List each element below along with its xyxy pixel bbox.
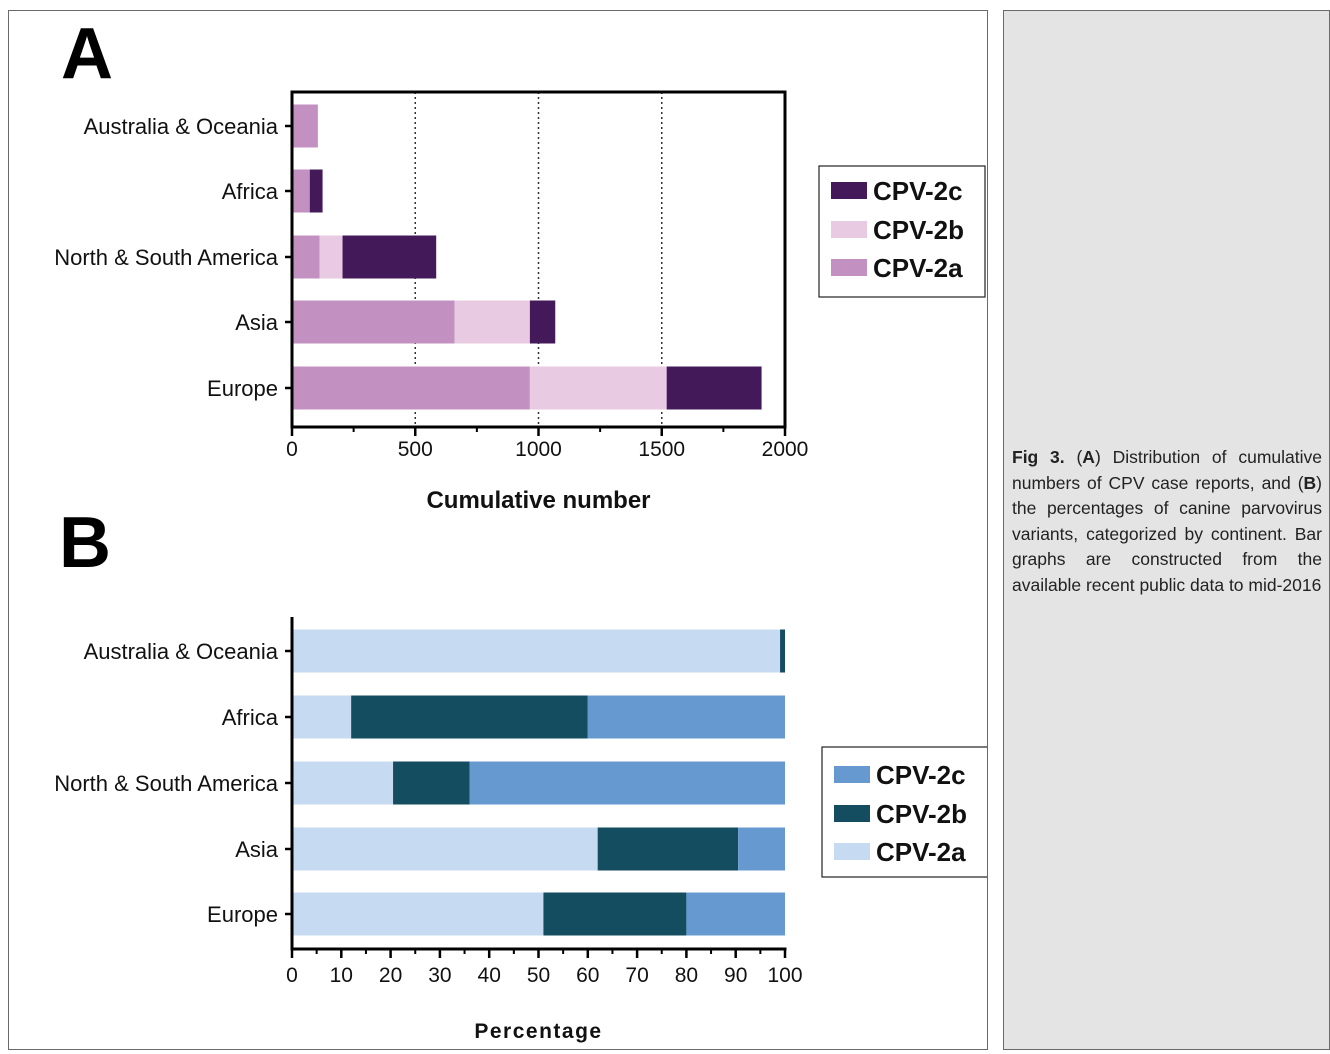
category-label: North & South America [54, 245, 279, 270]
x-axis-label: Percentage [474, 1020, 602, 1043]
bar-cpv-2b-north-south-america [319, 235, 343, 279]
x-tick-label: 30 [428, 964, 451, 987]
bar-cpv-2b-asia [454, 300, 530, 344]
legend-label: CPV-2c [873, 176, 963, 206]
bar-cpv-2a-asia [292, 827, 598, 871]
bar-cpv-2a-europe [292, 892, 544, 936]
category-label: Asia [235, 310, 279, 335]
bar-cpv-2c-africa [587, 695, 785, 739]
x-tick-label: 60 [576, 964, 599, 987]
bar-cpv-2b-africa [351, 695, 588, 739]
bar-cpv-2a-africa [292, 169, 310, 213]
legend-label: CPV-2a [873, 253, 963, 283]
panel-label: A [61, 14, 113, 94]
legend-label: CPV-2a [876, 837, 966, 867]
bar-cpv-2c-europe [686, 892, 785, 936]
bar-cpv-2a-europe [292, 366, 530, 410]
x-tick-label: 0 [286, 438, 298, 461]
x-tick-label: 100 [767, 964, 802, 987]
figure-panel: A Australia & Oceania Africa North & South … [8, 10, 989, 1050]
caption-text-part: ( [1064, 447, 1083, 467]
legend-swatch [834, 766, 870, 783]
bar-cpv-2c-north-south-america [342, 235, 437, 279]
x-tick-label: 20 [379, 964, 402, 987]
legend-swatch [831, 221, 867, 238]
caption-panel-b-ref: B [1303, 472, 1317, 493]
legend-label: CPV-2b [873, 215, 964, 245]
bar-cpv-2c-asia [738, 827, 785, 871]
caption-panel: Fig 3. (A) Distribution of cumulative nu… [1003, 10, 1330, 1050]
x-tick-label: 0 [286, 964, 298, 987]
bar-cpv-2a-australia-oceania [292, 104, 318, 148]
caption-text-part: ) the percentages of canine parvovirus v… [1012, 472, 1322, 595]
bar-cpv-2b-europe [543, 892, 687, 936]
legend-swatch [831, 182, 867, 199]
caption-text-part: ) Distribution of cumulative numbers of … [1012, 447, 1322, 493]
bar-cpv-2a-north-south-america [292, 235, 320, 279]
bar-cpv-2c-africa [309, 169, 323, 213]
x-tick-label: 80 [675, 964, 698, 987]
x-tick-label: 50 [527, 964, 550, 987]
caption-figure-label: Fig 3. [1012, 447, 1065, 467]
category-label: Australia & Oceania [84, 639, 279, 664]
legend-label: CPV-2b [876, 799, 967, 829]
figure-caption: Fig 3. (A) Distribution of cumulative nu… [1012, 445, 1322, 599]
legend-swatch [831, 259, 867, 276]
bar-cpv-2a-africa [292, 695, 352, 739]
x-axis-label: Cumulative number [426, 487, 650, 514]
legend-label: CPV-2c [876, 760, 966, 790]
panel-label: B [59, 503, 111, 583]
x-tick-label: 1500 [638, 438, 685, 461]
category-label: North & South America [54, 771, 279, 796]
bar-cpv-2c-north-south-america [469, 761, 785, 805]
category-label: Europe [207, 376, 278, 401]
bar-cpv-2b-north-south-america [393, 761, 470, 805]
category-label: Africa [222, 179, 279, 204]
category-label: Australia & Oceania [84, 114, 279, 139]
x-tick-label: 40 [478, 964, 501, 987]
bar-cpv-2c-asia [529, 300, 556, 344]
bar-cpv-2b-australia-oceania [780, 629, 785, 673]
category-label: Europe [207, 902, 278, 927]
x-tick-label: 1000 [515, 438, 562, 461]
bar-cpv-2b-europe [529, 366, 667, 410]
legend-swatch [834, 805, 870, 822]
bar-cpv-2a-asia [292, 300, 455, 344]
category-label: Asia [235, 837, 279, 862]
bar-cpv-2a-north-south-america [292, 761, 394, 805]
x-tick-label: 70 [625, 964, 648, 987]
x-tick-label: 10 [330, 964, 353, 987]
bar-cpv-2b-asia [597, 827, 739, 871]
figure-chart-area: A Australia & Oceania Africa North & South … [54, 14, 989, 1043]
bar-cpv-2c-europe [666, 366, 762, 410]
legend-swatch [834, 843, 870, 860]
caption-panel-a-ref: A [1082, 447, 1095, 467]
x-tick-label: 2000 [762, 438, 809, 461]
category-label: Africa [222, 705, 279, 730]
x-tick-label: 90 [724, 964, 747, 987]
x-tick-label: 500 [398, 438, 433, 461]
bar-cpv-2a-australia-oceania [292, 629, 781, 673]
